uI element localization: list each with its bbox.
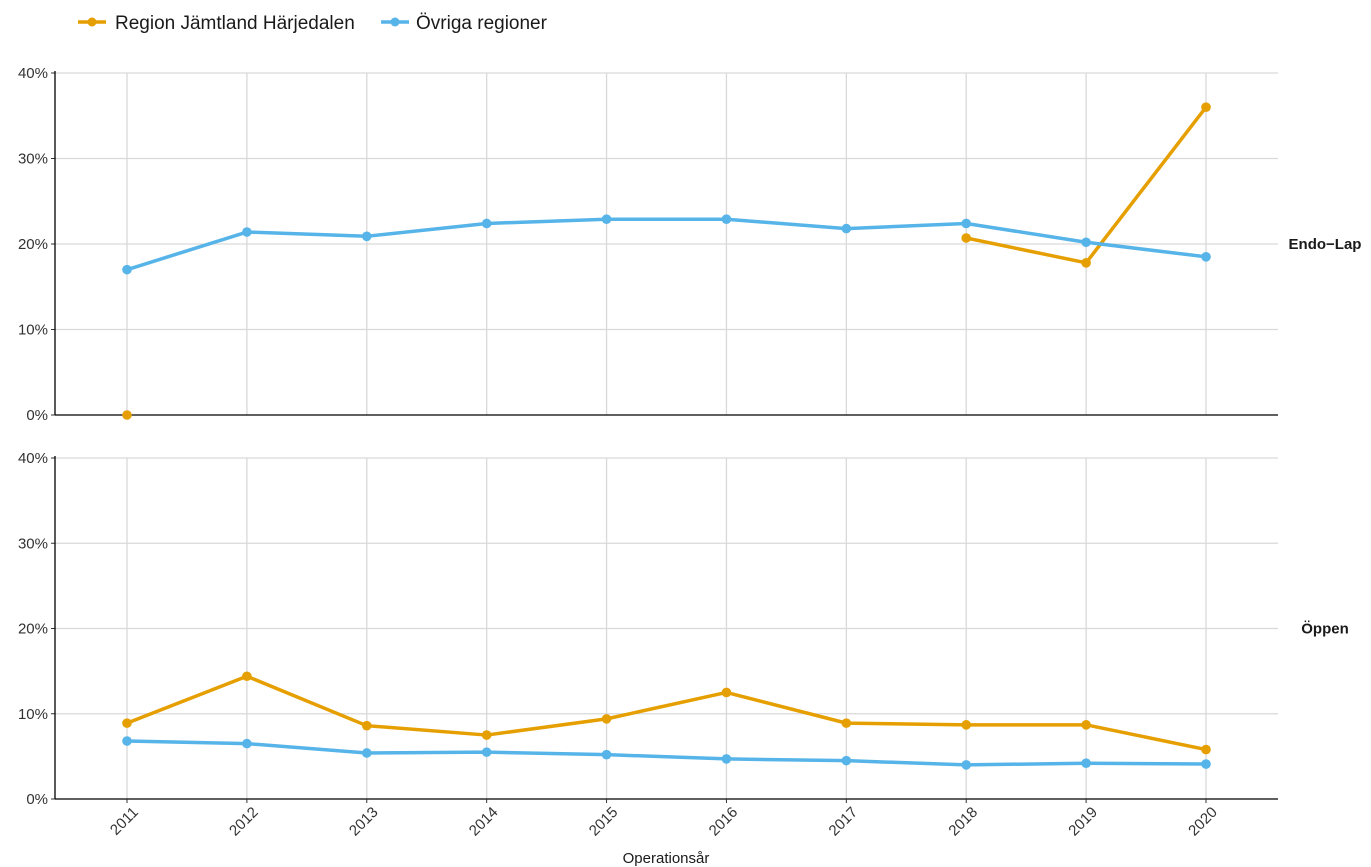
series-line-region (125, 674, 1208, 752)
plot-area: 0% 10% 20% 30% 40% Endo−Lap 0% 10% 20% 30% 40% Öppe… (18, 65, 1361, 839)
x-tick-label: 2013 (346, 804, 382, 840)
series-line-ovriga (125, 739, 1208, 767)
y-tick-label: 20% (18, 621, 48, 638)
data-point-ovriga (122, 736, 132, 746)
data-point-region (1201, 744, 1211, 755)
x-tick-label: 2015 (586, 804, 622, 840)
x-tick-label: 2019 (1065, 804, 1101, 840)
data-point-ovriga (481, 747, 492, 757)
data-point-region (1201, 102, 1211, 112)
data-point-ovriga (1201, 759, 1211, 769)
data-point-ovriga (1081, 237, 1091, 248)
data-point-ovriga (361, 231, 372, 242)
y-tick-label: 20% (18, 236, 48, 253)
data-point-ovriga (961, 218, 972, 229)
x-tick-label: 2020 (1185, 804, 1221, 840)
legend-item-region: Region Jämtland Härjedalen (78, 13, 355, 34)
data-point-region (961, 720, 972, 730)
data-point-ovriga (361, 748, 372, 758)
data-point-ovriga (601, 214, 612, 225)
x-tick-label: 2016 (706, 804, 742, 840)
panel-1: 0% 10% 20% 30% 40% Endo−Lap (18, 65, 1361, 424)
data-point-region (1081, 720, 1091, 730)
data-point-ovriga (841, 755, 852, 766)
legend-key-dot-ovriga (390, 17, 400, 27)
data-point-region (242, 671, 252, 682)
data-point-ovriga (1201, 252, 1211, 262)
data-point-region (841, 718, 852, 728)
panel-2: 0% 10% 20% 30% 40% Öppen (18, 450, 1349, 808)
data-point-region (122, 718, 132, 728)
x-tick-label: 2011 (107, 804, 142, 839)
legend-key-dot-region (87, 17, 97, 27)
data-point-region (361, 720, 372, 731)
legend-label-ovriga: Övriga regioner (416, 13, 548, 34)
data-point-ovriga (601, 749, 612, 760)
y-tick-label: 30% (18, 535, 48, 552)
data-point-region (721, 687, 732, 698)
y-tick-label: 40% (18, 65, 48, 82)
data-point-ovriga (122, 264, 132, 275)
x-tick-label: 2017 (826, 804, 862, 840)
data-point-region (122, 410, 132, 420)
y-tick-label: 40% (18, 450, 48, 467)
data-point-ovriga (721, 214, 732, 225)
data-point-ovriga (721, 754, 732, 764)
legend: Region Jämtland Härjedalen Övriga region… (78, 13, 548, 34)
data-point-ovriga (242, 738, 252, 749)
y-tick-label: 0% (26, 407, 48, 424)
x-tick-label: 2012 (226, 804, 262, 840)
panel-strip-label: Öppen (1301, 621, 1349, 638)
legend-item-ovriga: Övriga regioner (381, 13, 548, 34)
x-tick-label: 2014 (466, 804, 502, 840)
data-point-ovriga (841, 223, 852, 234)
legend-label-region: Region Jämtland Härjedalen (115, 13, 355, 34)
data-point-region (961, 233, 972, 243)
series-line-ovriga (125, 217, 1208, 272)
data-point-ovriga (481, 218, 492, 229)
y-tick-label: 30% (18, 151, 48, 168)
data-point-region (1081, 258, 1091, 268)
data-point-region (601, 714, 612, 724)
data-point-ovriga (1081, 758, 1091, 768)
data-point-region (481, 730, 492, 740)
y-tick-label: 0% (26, 791, 48, 808)
x-axis-label: Operationsår (623, 850, 710, 867)
y-tick-label: 10% (18, 322, 48, 339)
data-point-ovriga (242, 227, 252, 237)
data-point-ovriga (961, 760, 972, 770)
panel-strip-label: Endo−Lap (1289, 236, 1362, 253)
y-tick-label: 10% (18, 706, 48, 723)
x-tick-label: 2018 (945, 804, 981, 840)
